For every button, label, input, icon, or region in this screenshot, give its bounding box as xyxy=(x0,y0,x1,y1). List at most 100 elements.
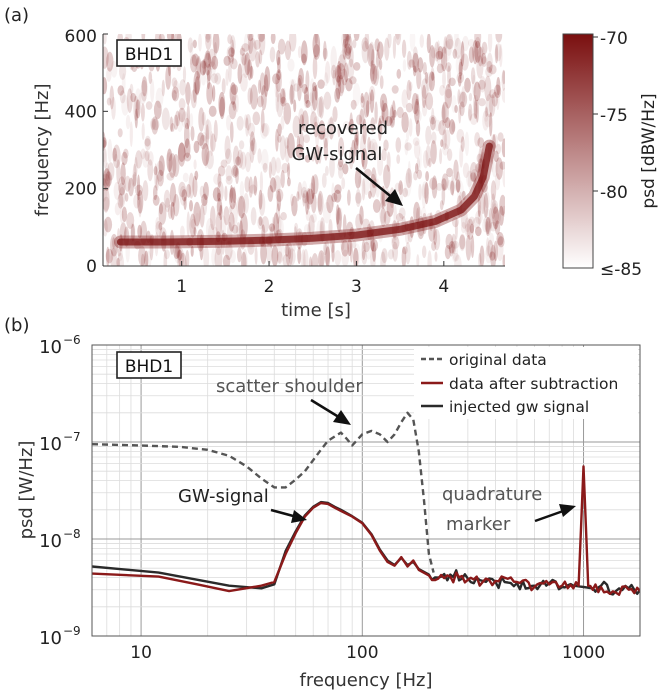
recovered-gw-annotation: recovered GW-signal xyxy=(292,118,403,206)
noise-speckle xyxy=(269,177,277,193)
noise-speckle xyxy=(261,85,267,111)
noise-speckle xyxy=(258,34,266,56)
noise-speckle xyxy=(498,205,504,226)
noise-speckle xyxy=(112,237,116,249)
noise-speckle xyxy=(156,160,164,182)
noise-speckle xyxy=(257,216,264,230)
noise-speckle xyxy=(375,49,380,68)
noise-speckle xyxy=(229,187,237,210)
noise-speckle xyxy=(177,245,181,266)
noise-speckle xyxy=(163,249,168,266)
noise-speckle xyxy=(317,193,323,212)
noise-speckle xyxy=(443,36,448,54)
noise-speckle xyxy=(255,51,260,68)
noise-speckle xyxy=(220,159,228,168)
noise-speckle xyxy=(117,128,123,138)
noise-speckle xyxy=(260,109,265,133)
noise-speckle xyxy=(479,245,485,266)
noise-speckle xyxy=(301,110,309,133)
noise-speckle xyxy=(222,254,231,266)
noise-speckle xyxy=(359,108,365,130)
noise-speckle xyxy=(484,106,488,117)
noise-speckle xyxy=(341,34,346,47)
scatter-shoulder-annotation: scatter shoulder xyxy=(216,376,363,425)
noise-speckle xyxy=(434,119,442,132)
noise-speckle xyxy=(354,127,359,143)
noise-speckle xyxy=(231,39,235,65)
noise-speckle xyxy=(454,105,458,113)
noise-speckle xyxy=(408,81,413,92)
noise-speckle xyxy=(401,111,409,133)
noise-speckle xyxy=(323,40,327,62)
noise-speckle xyxy=(288,247,292,260)
noise-speckle xyxy=(226,114,232,131)
noise-speckle xyxy=(280,212,287,221)
noise-speckle xyxy=(347,58,355,80)
noise-speckle xyxy=(430,47,438,59)
noise-speckle xyxy=(297,182,303,200)
noise-speckle xyxy=(276,92,284,118)
noise-speckle xyxy=(444,129,451,150)
noise-speckle xyxy=(323,242,328,256)
noise-speckle xyxy=(203,181,209,201)
noise-speckle xyxy=(412,65,417,77)
noise-speckle xyxy=(478,252,482,266)
noise-speckle xyxy=(107,138,113,163)
noise-speckle xyxy=(227,54,234,63)
noise-speckle xyxy=(238,195,246,219)
noise-speckle xyxy=(425,171,429,182)
noise-speckle xyxy=(499,43,503,68)
noise-speckle xyxy=(412,52,419,73)
noise-speckle xyxy=(177,247,184,266)
noise-speckle xyxy=(196,55,201,79)
noise-speckle xyxy=(313,121,319,138)
noise-speckle xyxy=(177,249,183,261)
noise-speckle xyxy=(119,62,127,80)
noise-speckle xyxy=(460,208,468,229)
noise-speckle xyxy=(338,165,344,179)
noise-speckle xyxy=(427,250,432,266)
noise-speckle xyxy=(464,77,471,93)
noise-speckle xyxy=(401,39,407,58)
noise-speckle xyxy=(360,105,366,130)
noise-speckle xyxy=(186,211,190,237)
noise-speckle xyxy=(445,62,452,72)
noise-speckle xyxy=(495,34,503,43)
noise-speckle xyxy=(361,40,370,64)
noise-speckle xyxy=(228,101,237,120)
colorbar-tick-label: -75 xyxy=(600,106,628,126)
noise-speckle xyxy=(303,134,310,144)
noise-speckle xyxy=(299,131,304,152)
noise-speckle xyxy=(132,163,137,187)
noise-speckle xyxy=(496,89,500,110)
noise-speckle xyxy=(103,196,110,211)
noise-speckle xyxy=(169,182,177,207)
noise-speckle xyxy=(228,58,232,83)
noise-speckle xyxy=(117,85,125,96)
noise-speckle xyxy=(354,137,359,157)
noise-speckle xyxy=(369,138,378,154)
noise-speckle xyxy=(280,115,285,130)
noise-speckle xyxy=(356,114,363,125)
noise-speckle xyxy=(337,161,344,171)
noise-speckle xyxy=(424,182,429,205)
noise-speckle xyxy=(302,193,306,207)
noise-speckle xyxy=(303,248,309,266)
noise-speckle xyxy=(361,178,366,201)
noise-speckle xyxy=(487,34,493,53)
noise-speckle xyxy=(288,248,296,266)
noise-speckle xyxy=(348,45,354,68)
noise-speckle xyxy=(168,153,177,178)
noise-speckle xyxy=(305,191,309,215)
noise-speckle xyxy=(163,189,171,208)
noise-speckle xyxy=(428,71,435,92)
noise-speckle xyxy=(473,81,481,102)
noise-speckle xyxy=(111,96,116,120)
noise-speckle xyxy=(469,113,478,125)
noise-speckle xyxy=(144,138,151,147)
noise-speckle xyxy=(227,34,233,45)
noise-speckle xyxy=(103,148,108,169)
noise-speckle xyxy=(370,233,375,252)
noise-speckle xyxy=(185,250,190,266)
noise-speckle xyxy=(380,187,384,209)
